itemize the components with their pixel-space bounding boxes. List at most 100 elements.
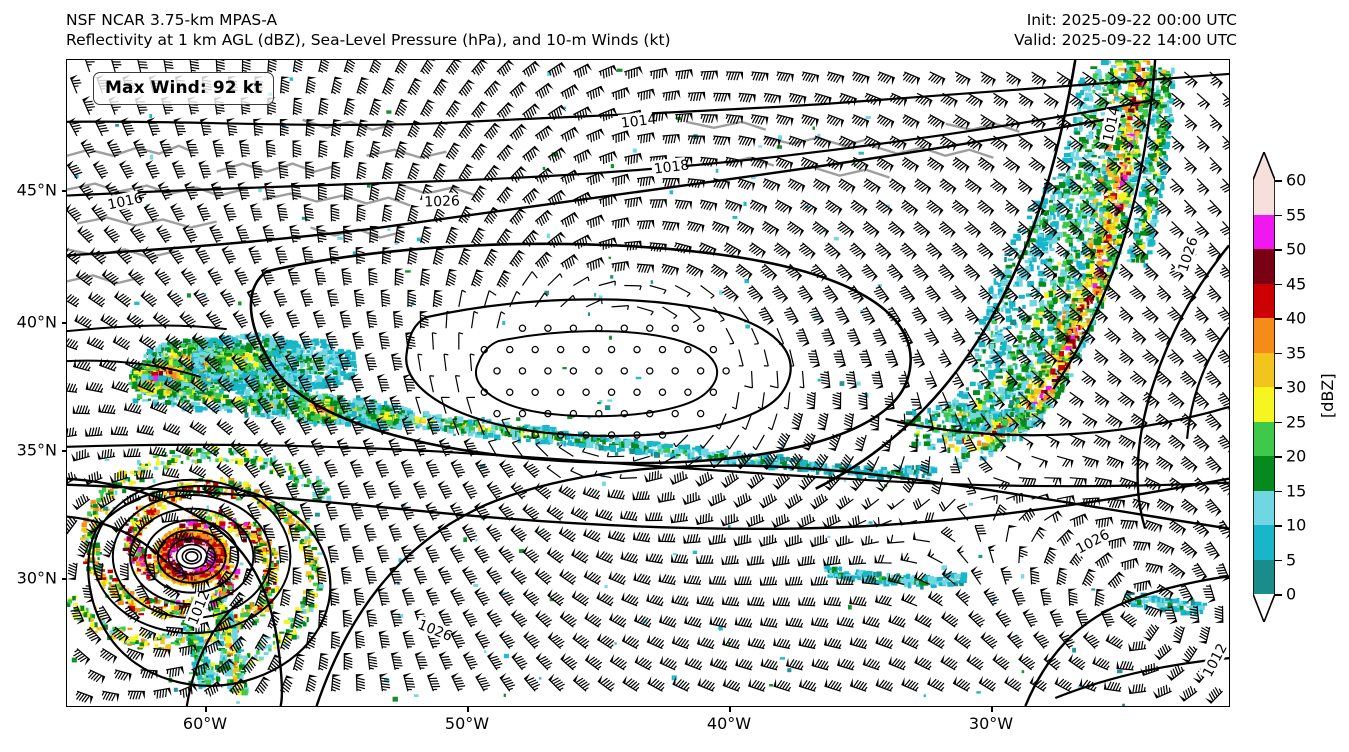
reflectivity-cell [1024, 410, 1027, 413]
reflectivity-cell [1078, 161, 1086, 168]
reflectivity-cell [932, 445, 936, 450]
reflectivity-cell [1065, 200, 1070, 204]
reflectivity-cell [991, 421, 1000, 426]
reflectivity-cell [1026, 410, 1032, 413]
reflectivity-cell [1101, 62, 1109, 65]
reflectivity-cell [1128, 86, 1135, 93]
reflectivity-cell [993, 278, 997, 285]
reflectivity-cell [1066, 284, 1070, 291]
reflectivity-cell [1012, 434, 1017, 441]
reflectivity-cell [211, 388, 216, 395]
reflectivity-cell [265, 338, 270, 343]
reflectivity-cell [206, 337, 213, 341]
reflectivity-cell [153, 386, 157, 393]
reflectivity-cell [1005, 279, 1011, 285]
reflectivity-cell [1034, 383, 1039, 388]
reflectivity-cell [986, 395, 993, 400]
reflectivity-cell [1146, 60, 1151, 65]
lat-tick-label-35n: 35°N [16, 440, 57, 460]
reflectivity-cell [1072, 303, 1076, 311]
reflectivity-cell [1075, 151, 1079, 158]
reflectivity-cell [1098, 156, 1102, 159]
reflectivity-cell [670, 444, 674, 447]
reflectivity-cell [1041, 390, 1045, 394]
reflectivity-cell [1121, 120, 1127, 126]
reflectivity-cell [994, 444, 999, 449]
reflectivity-cell [1107, 171, 1114, 178]
reflectivity-cell [1103, 245, 1110, 250]
reflectivity-cell [317, 372, 324, 375]
reflectivity-cell [988, 373, 994, 380]
reflectivity-cell [421, 416, 426, 422]
reflectivity-cell [1062, 315, 1066, 321]
reflectivity-cell [1085, 199, 1089, 202]
reflectivity-cell [225, 375, 229, 378]
reflectivity-cell [1078, 125, 1083, 132]
reflectivity-cell [1091, 154, 1097, 158]
reflectivity-cell [1091, 203, 1095, 209]
reflectivity-cell [1126, 126, 1134, 133]
reflectivity-cell [1086, 210, 1093, 217]
reflectivity-cell [930, 421, 936, 427]
reflectivity-cell [1076, 185, 1082, 189]
reflectivity-cell [1004, 268, 1011, 273]
reflectivity-cell [905, 411, 913, 416]
reflectivity-cell [1077, 326, 1084, 330]
reflectivity-cell [1148, 198, 1154, 204]
reflectivity-cell [219, 352, 223, 356]
reflectivity-cell [1038, 281, 1046, 287]
reflectivity-cell [1023, 250, 1028, 256]
reflectivity-cell [1102, 217, 1108, 222]
reflectivity-cell [1072, 335, 1080, 341]
reflectivity-cell [192, 368, 200, 374]
reflectivity-cell [1141, 183, 1147, 187]
reflectivity-cell [1064, 354, 1069, 362]
reflectivity-cell [167, 397, 171, 401]
reflectivity-cell [1154, 150, 1161, 157]
map-plot-area[interactable]: 1014 1018 1026 1014 1026 1026 1016 1012 1026 1012… [66, 59, 1230, 707]
lon-tick-label-30w: 30°W [968, 714, 1014, 733]
reflectivity-cell [1030, 389, 1034, 395]
reflectivity-cell [920, 422, 924, 428]
reflectivity-cell [1067, 198, 1075, 202]
reflectivity-cell [357, 401, 364, 408]
reflectivity-cell [663, 447, 671, 453]
reflectivity-cell [1060, 332, 1069, 336]
reflectivity-cell [1027, 281, 1034, 288]
reflectivity-cell [969, 404, 975, 412]
reflectivity-cell [1159, 137, 1166, 141]
reflectivity-cell [1028, 391, 1033, 397]
reflectivity-cell [1163, 125, 1169, 132]
reflectivity-cell [1137, 90, 1145, 95]
reflectivity-cell [1062, 308, 1069, 315]
reflectivity-cell [982, 426, 989, 432]
reflectivity-cell [1139, 115, 1144, 120]
reflectivity-cell [986, 418, 994, 424]
reflectivity-cell [1119, 162, 1126, 165]
reflectivity-cell [1051, 327, 1058, 331]
reflectivity-cell [148, 376, 154, 381]
reflectivity-cell [1164, 132, 1168, 139]
reflectivity-cell [983, 407, 990, 411]
reflectivity-cell [1146, 237, 1153, 242]
reflectivity-cell [1153, 223, 1157, 227]
reflectivity-cell [1037, 384, 1042, 388]
reflectivity-cell [1088, 227, 1095, 234]
reflectivity-cell [1041, 365, 1047, 369]
reflectivity-cell [1127, 203, 1134, 209]
reflectivity-cell [233, 379, 239, 382]
reflectivity-cell [1152, 99, 1160, 107]
reflectivity-cell [1118, 67, 1126, 71]
reflectivity-cell [1029, 260, 1032, 268]
reflectivity-cell [1111, 256, 1118, 261]
reflectivity-cell [1016, 397, 1024, 400]
reflectivity-cell [145, 368, 151, 371]
title-line-fields: Reflectivity at 1 km AGL (dBZ), Sea-Leve… [66, 31, 671, 49]
reflectivity-cell [1143, 215, 1147, 222]
reflectivity-cell [1034, 394, 1038, 399]
reflectivity-cell [1028, 397, 1033, 403]
reflectivity-cell [251, 370, 258, 373]
reflectivity-cell [1010, 412, 1014, 417]
reflectivity-cell [1112, 222, 1118, 227]
reflectivity-cell [1115, 76, 1122, 81]
